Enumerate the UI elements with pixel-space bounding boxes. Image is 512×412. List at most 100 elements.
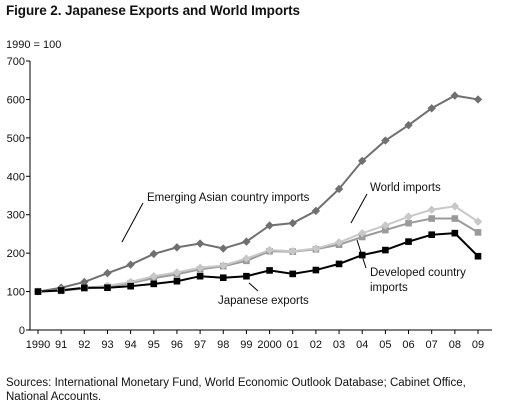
data-point [149,272,158,281]
x-tick-label: 97 [194,339,206,351]
data-point [334,238,344,247]
y-tick-label: 100 [7,287,25,299]
y-tick-label: 400 [7,171,25,183]
x-tick-label: 99 [240,339,252,351]
data-point [219,274,227,282]
data-point [219,261,228,270]
chart-annotations: Emerging Asian country imports World impo… [121,182,466,307]
data-point [473,95,483,104]
data-point [382,246,389,254]
x-tick-label: 2000 [257,339,281,351]
annotation-label: Developed country [370,267,466,279]
data-point [150,280,158,288]
data-point [404,212,413,221]
data-point [335,260,343,268]
x-tick-label: 92 [78,339,90,351]
data-point [428,231,435,238]
y-tick-label: 500 [7,133,25,145]
series-line [37,94,479,293]
data-point [404,120,413,130]
annotation-leader-line [248,282,259,292]
chart-series-markers [33,91,483,296]
data-point [104,284,111,292]
y-tick-label: 300 [7,210,25,222]
annotation-leader-line [356,239,367,269]
data-point [242,254,251,263]
data-point [451,215,459,222]
data-point [81,284,88,292]
x-tick-label: 07 [426,339,438,351]
y-tick-label: 700 [7,56,25,68]
data-point [243,272,250,280]
data-point [450,91,460,100]
data-point [381,221,390,230]
annotation-label: World imports [370,182,441,194]
data-point [172,243,182,252]
data-point [266,267,273,274]
data-point [311,206,321,216]
data-point [265,245,274,255]
data-point [474,229,482,236]
data-point [126,260,135,269]
y-axis-unit-label: 1990 = 100 [6,39,62,51]
data-point [358,228,367,238]
data-point [173,277,181,285]
x-tick-label: 09 [472,339,484,351]
annotation-label: imports [370,282,408,294]
y-tick-label: 200 [7,248,25,260]
chart-axes: 0 100 200 300 400 500 600 700 1990 91 92 93 94 95 96 97… [7,56,492,351]
chart-title: Figure 2. Japanese Exports and World Imp… [6,3,300,18]
y-tick-label: 0 [19,325,25,337]
data-point [172,268,182,277]
series-line [37,232,479,293]
x-tick-label: 1990 [26,339,50,351]
data-point [57,287,65,294]
data-point [382,226,389,234]
x-tick-label: 02 [310,339,322,351]
data-point [451,229,459,237]
y-tick-label: 600 [7,94,25,106]
data-point [405,219,412,227]
x-tick-label: 08 [449,339,461,351]
chart-series-lines [37,94,479,293]
x-tick-label: 04 [356,339,368,351]
data-point [311,244,321,253]
series-line [37,205,479,293]
data-point [149,249,158,259]
data-point [473,217,483,226]
data-point [450,202,460,211]
data-point [289,270,297,278]
x-tick-label: 05 [379,339,391,351]
data-point [474,252,482,260]
data-point [196,272,204,280]
data-point [312,266,320,274]
x-tick-label: 94 [125,339,137,351]
data-point [219,244,228,253]
data-point [288,218,297,228]
data-point [428,215,435,222]
annotation-label: Emerging Asian country imports [147,192,310,204]
data-point [288,247,297,256]
x-tick-label: 01 [287,339,299,351]
data-point [34,288,42,295]
annotation-leader-line [121,202,144,243]
data-point [265,221,274,230]
data-point [127,282,134,290]
data-point [405,238,412,245]
data-point [103,268,112,278]
data-point [427,104,436,113]
x-tick-label: 93 [101,339,113,351]
data-point [195,239,205,248]
data-point [358,156,367,166]
data-point [242,237,251,246]
x-tick-label: 06 [402,339,414,351]
x-tick-label: 95 [148,339,160,351]
data-point [80,277,89,287]
annotation-label: Japanese exports [218,295,309,307]
x-tick-label: 98 [217,339,229,351]
source-note: Sources: International Monetary Fund, Wo… [6,377,466,403]
data-point [334,184,344,194]
data-point [195,263,205,272]
x-tick-label: 91 [55,339,67,351]
